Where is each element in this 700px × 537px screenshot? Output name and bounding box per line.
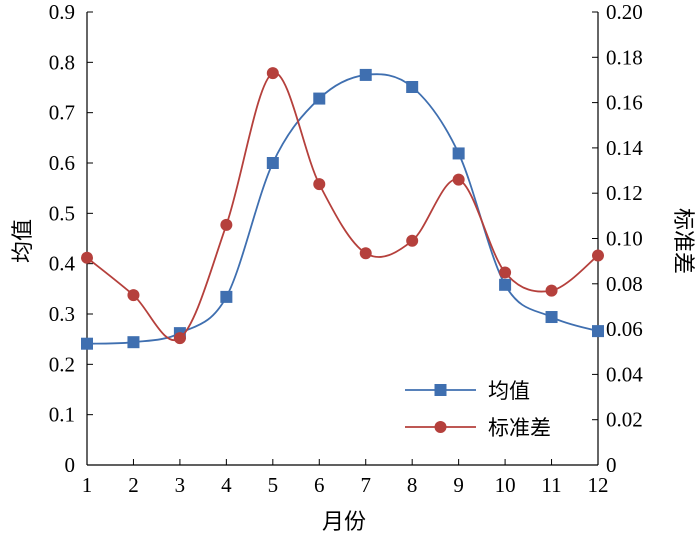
series-2 (81, 67, 604, 345)
right-y-tick-label: 0.16 (606, 91, 643, 115)
series-1-point (452, 147, 465, 160)
series-2-line (86, 72, 599, 342)
x-tick-label: 11 (541, 473, 561, 497)
legend-item-2: 标准差 (405, 416, 551, 440)
series-2-point (313, 178, 326, 191)
left-y-tick-label: 0 (65, 453, 76, 477)
series-2-point (406, 234, 419, 247)
x-tick-label: 6 (314, 473, 325, 497)
x-tick-label: 8 (407, 473, 418, 497)
x-tick-label: 10 (495, 473, 516, 497)
right-y-tick-label: 0.14 (606, 136, 643, 160)
right-y-tick-label: 0.12 (606, 181, 643, 205)
x-tick-label: 9 (453, 473, 464, 497)
series-2-point (499, 266, 512, 279)
left-y-tick-label: 0.3 (49, 302, 75, 326)
series-2-point (359, 247, 372, 260)
series-1 (81, 68, 604, 350)
right-y-tick-label: 0.06 (606, 317, 643, 341)
x-tick-label: 4 (221, 473, 232, 497)
right-y-axis-title: 标准差 (670, 208, 695, 274)
right-y-tick-label: 0.02 (606, 408, 643, 432)
series-1-point (359, 68, 372, 81)
series-2-point (266, 67, 279, 80)
series-1-point (313, 92, 326, 105)
series-1-point (592, 325, 604, 338)
right-y-tick-label: 0.08 (606, 272, 643, 296)
legend-label: 标准差 (488, 416, 551, 440)
legend-label: 均值 (488, 379, 530, 403)
series-layer (81, 67, 604, 350)
series-2-point (220, 218, 233, 231)
left-y-tick-label: 0.1 (49, 403, 75, 427)
series-2-point (592, 249, 604, 262)
series-1-point (127, 336, 140, 349)
tick-labels: 1 2 3 4 5 6 7 8 9 10 11 1200.10.20.30.40.50.60.70.8… (49, 0, 644, 497)
legend-marker (434, 421, 447, 433)
legend-item-1: 均值 (405, 379, 530, 403)
series-1-point (220, 290, 233, 303)
series-2-point (127, 289, 140, 302)
x-tick-label: 1 (82, 473, 93, 497)
left-y-tick-label: 0.7 (49, 101, 75, 125)
right-y-tick-label: 0 (606, 453, 617, 477)
series-1-point (545, 311, 558, 324)
x-tick-label: 2 (128, 473, 139, 497)
x-tick-label: 12 (588, 473, 609, 497)
series-1-point (406, 80, 419, 93)
series-1-point (266, 157, 279, 169)
series-1-point (81, 337, 93, 350)
series-2-point (545, 284, 558, 297)
series-1-point (499, 278, 512, 291)
left-y-tick-label: 0.6 (49, 151, 75, 175)
right-y-tick-label: 0.10 (606, 227, 643, 251)
right-y-tick-label: 0.20 (606, 0, 643, 24)
right-y-tick-label: 0.04 (606, 362, 643, 386)
x-tick-label: 3 (175, 473, 186, 497)
x-tick-label: 5 (268, 473, 279, 497)
legend-marker (434, 384, 447, 396)
right-y-tick-label: 0.18 (606, 45, 643, 69)
x-axis-title: 月份 (322, 510, 366, 535)
left-y-tick-label: 0.5 (49, 201, 75, 225)
left-y-tick-label: 0.8 (49, 50, 75, 74)
left-y-axis-title: 均值 (11, 219, 36, 263)
series-2-point (81, 251, 93, 264)
series-1-line (86, 73, 599, 345)
left-y-tick-label: 0.4 (49, 252, 76, 276)
series-2-point (173, 332, 186, 345)
x-tick-label: 7 (360, 473, 371, 497)
left-y-tick-label: 0.2 (49, 352, 75, 376)
series-2-point (452, 173, 465, 186)
left-y-tick-label: 0.9 (49, 0, 75, 24)
